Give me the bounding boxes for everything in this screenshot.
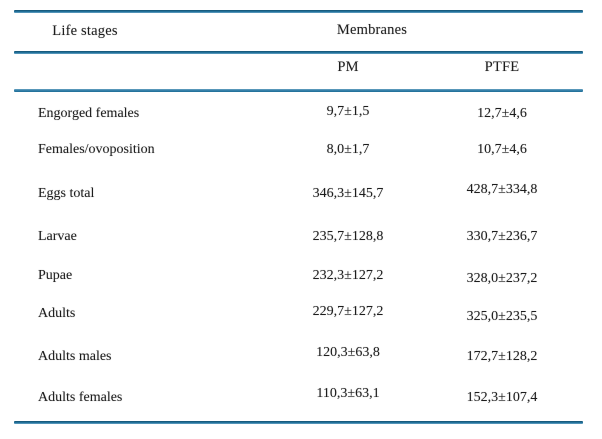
- table-rule-bottom: [14, 421, 583, 424]
- table-body: Engorged females 9,7±1,5 12,7±4,6 Female…: [14, 93, 583, 413]
- life-stage-label: Engorged females: [38, 105, 140, 121]
- life-stage-label: Eggs total: [38, 185, 95, 201]
- column-header-ptfe: PTFE: [484, 59, 520, 75]
- pm-value: 120,3±63,8: [316, 344, 380, 360]
- table-row: Pupae 232,3±127,2 328,0±237,2: [14, 255, 583, 295]
- table-rule-top: [14, 10, 583, 13]
- column-header-membranes: Membranes: [336, 22, 408, 38]
- life-stage-label: Adults males: [38, 348, 112, 364]
- ptfe-value: 10,7±4,6: [477, 141, 527, 157]
- life-stage-label: Larvae: [38, 228, 77, 244]
- table-row: Adults males 120,3±63,8 172,7±128,2: [14, 336, 583, 376]
- ptfe-value: 330,7±236,7: [466, 228, 538, 244]
- pm-value: 8,0±1,7: [326, 141, 370, 157]
- ptfe-value: 12,7±4,6: [477, 105, 527, 121]
- pm-value: 235,7±128,8: [312, 228, 384, 244]
- life-stage-label: Adults females: [38, 389, 123, 405]
- table-rule-under-header: [14, 51, 583, 54]
- table-row: Adults 229,7±127,2 325,0±235,5: [14, 293, 583, 333]
- ptfe-value: 152,3±107,4: [466, 389, 538, 405]
- life-stage-label: Adults: [38, 305, 76, 321]
- ptfe-value: 325,0±235,5: [466, 308, 538, 324]
- column-header-life-stages: Life stages: [52, 23, 118, 39]
- pm-value: 110,3±63,1: [316, 385, 380, 401]
- pm-value: 232,3±127,2: [312, 267, 384, 283]
- pm-value: 346,3±145,7: [312, 185, 384, 201]
- life-stage-label: Pupae: [38, 267, 73, 283]
- ptfe-value: 328,0±237,2: [466, 270, 538, 286]
- column-header-pm: PM: [337, 59, 359, 75]
- table-row: Females/ovoposition 8,0±1,7 10,7±4,6: [14, 129, 583, 169]
- table-row: Larvae 235,7±128,8 330,7±236,7: [14, 216, 583, 256]
- table-rule-under-subheader: [14, 89, 583, 92]
- table-row: Adults females 110,3±63,1 152,3±107,4: [14, 377, 583, 417]
- ptfe-value: 172,7±128,2: [466, 348, 538, 364]
- life-stage-label: Females/ovoposition: [38, 141, 155, 157]
- pm-value: 229,7±127,2: [312, 303, 384, 319]
- pm-value: 9,7±1,5: [326, 103, 370, 119]
- table-row: Eggs total 346,3±145,7 428,7±334,8: [14, 173, 583, 213]
- ptfe-value: 428,7±334,8: [466, 181, 538, 197]
- table-row: Engorged females 9,7±1,5 12,7±4,6: [14, 93, 583, 133]
